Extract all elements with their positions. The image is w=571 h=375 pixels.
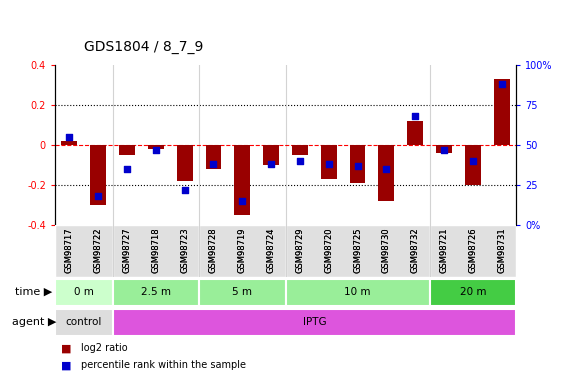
Point — [468, 158, 477, 164]
Text: GSM98717: GSM98717 — [65, 228, 74, 273]
Text: GSM98719: GSM98719 — [238, 228, 247, 273]
Point — [295, 158, 304, 164]
Text: log2 ratio: log2 ratio — [81, 344, 127, 353]
FancyBboxPatch shape — [112, 279, 199, 306]
Text: GSM98730: GSM98730 — [382, 228, 391, 273]
Point — [151, 147, 160, 153]
Point — [209, 161, 218, 167]
Text: GSM98720: GSM98720 — [324, 228, 333, 273]
Bar — [407, 121, 423, 145]
Bar — [90, 145, 106, 205]
FancyBboxPatch shape — [55, 279, 112, 306]
Text: IPTG: IPTG — [303, 317, 326, 327]
Bar — [292, 145, 308, 155]
Text: GSM98720: GSM98720 — [324, 228, 333, 273]
FancyBboxPatch shape — [429, 225, 516, 277]
Point — [94, 193, 103, 199]
Text: GSM98729: GSM98729 — [295, 228, 304, 273]
Point — [238, 198, 247, 204]
Point — [440, 147, 449, 153]
FancyBboxPatch shape — [112, 225, 199, 277]
Text: GSM98727: GSM98727 — [123, 228, 131, 273]
Text: GSM98719: GSM98719 — [238, 228, 247, 273]
Bar — [321, 145, 337, 179]
Text: GSM98722: GSM98722 — [94, 228, 103, 273]
Point — [267, 161, 276, 167]
Text: 10 m: 10 m — [344, 287, 371, 297]
Text: ■: ■ — [61, 344, 71, 353]
Point — [65, 134, 74, 140]
Text: GSM98721: GSM98721 — [440, 228, 448, 273]
Text: GSM98729: GSM98729 — [295, 228, 304, 273]
FancyBboxPatch shape — [286, 225, 429, 277]
Text: GSM98717: GSM98717 — [65, 228, 74, 273]
Bar — [349, 145, 365, 183]
Bar — [494, 79, 509, 145]
FancyBboxPatch shape — [55, 225, 112, 277]
Text: GSM98731: GSM98731 — [497, 228, 506, 273]
FancyBboxPatch shape — [112, 309, 516, 336]
Text: 0 m: 0 m — [74, 287, 94, 297]
Text: GSM98726: GSM98726 — [468, 228, 477, 273]
Text: GSM98727: GSM98727 — [123, 228, 131, 273]
Point — [497, 81, 506, 87]
Text: GSM98732: GSM98732 — [411, 228, 420, 273]
Text: GDS1804 / 8_7_9: GDS1804 / 8_7_9 — [83, 40, 203, 54]
Text: GSM98723: GSM98723 — [180, 228, 189, 273]
FancyBboxPatch shape — [199, 279, 286, 306]
Text: GSM98731: GSM98731 — [497, 228, 506, 273]
Text: agent ▶: agent ▶ — [12, 317, 56, 327]
Bar — [234, 145, 250, 215]
Bar — [119, 145, 135, 155]
FancyBboxPatch shape — [286, 279, 429, 306]
Text: GSM98721: GSM98721 — [440, 228, 448, 273]
Text: control: control — [66, 317, 102, 327]
Text: time ▶: time ▶ — [15, 287, 53, 297]
Point — [122, 166, 131, 172]
Bar — [62, 141, 77, 145]
Point — [180, 187, 189, 193]
Text: percentile rank within the sample: percentile rank within the sample — [81, 360, 246, 370]
Point — [411, 113, 420, 119]
FancyBboxPatch shape — [429, 279, 516, 306]
Text: GSM98723: GSM98723 — [180, 228, 189, 273]
Bar — [263, 145, 279, 165]
Point — [382, 166, 391, 172]
Bar — [436, 145, 452, 153]
Text: GSM98724: GSM98724 — [267, 228, 276, 273]
Text: GSM98725: GSM98725 — [353, 228, 362, 273]
Text: GSM98732: GSM98732 — [411, 228, 420, 273]
Bar — [379, 145, 394, 201]
Text: 5 m: 5 m — [232, 287, 252, 297]
Bar — [148, 145, 164, 149]
Text: GSM98722: GSM98722 — [94, 228, 103, 273]
Bar — [465, 145, 481, 185]
FancyBboxPatch shape — [199, 225, 286, 277]
Text: GSM98725: GSM98725 — [353, 228, 362, 273]
Text: 2.5 m: 2.5 m — [141, 287, 171, 297]
Text: GSM98728: GSM98728 — [209, 228, 218, 273]
Text: GSM98718: GSM98718 — [151, 228, 160, 273]
Text: GSM98726: GSM98726 — [468, 228, 477, 273]
Bar — [177, 145, 192, 181]
Text: ■: ■ — [61, 360, 71, 370]
Bar — [206, 145, 222, 169]
Text: GSM98718: GSM98718 — [151, 228, 160, 273]
Point — [353, 163, 362, 169]
Point — [324, 161, 333, 167]
Text: GSM98724: GSM98724 — [267, 228, 276, 273]
FancyBboxPatch shape — [55, 309, 112, 336]
Text: GSM98728: GSM98728 — [209, 228, 218, 273]
Text: 20 m: 20 m — [460, 287, 486, 297]
Text: GSM98730: GSM98730 — [382, 228, 391, 273]
